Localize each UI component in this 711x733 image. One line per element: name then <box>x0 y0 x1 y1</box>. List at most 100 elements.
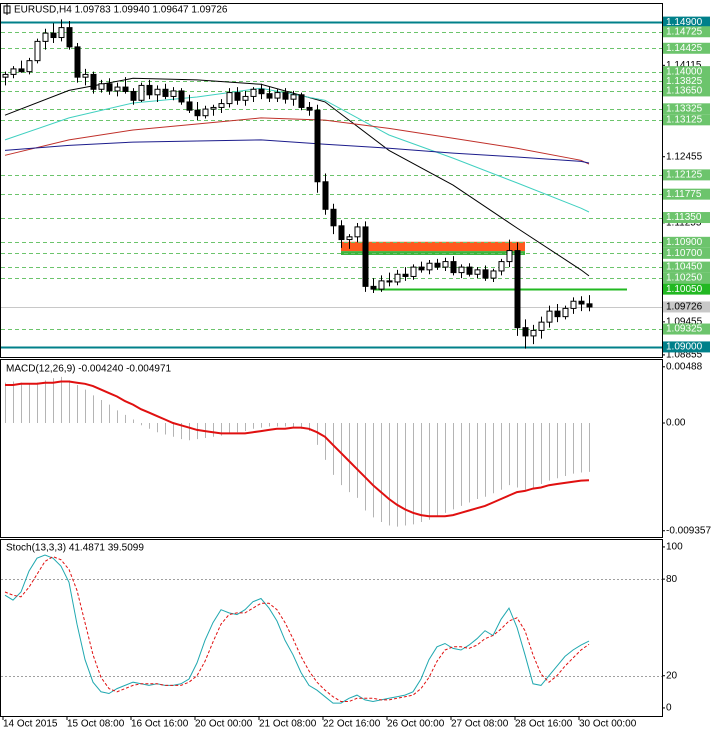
candle-body <box>538 321 545 331</box>
candle-body <box>450 261 457 274</box>
x-tick-label: 27 Oct 08:00 <box>451 719 509 730</box>
level-label: 1.09325 <box>666 324 703 335</box>
candle-body <box>354 226 361 238</box>
candle-body <box>474 269 481 275</box>
level-label-box <box>663 114 710 126</box>
x-tick-label: 30 Oct 00:00 <box>579 719 637 730</box>
candle-body <box>26 60 33 73</box>
candle-body <box>210 106 217 110</box>
candle-body <box>194 109 201 117</box>
level-label-box <box>663 85 710 97</box>
candle-body <box>218 103 225 108</box>
level-label: 1.10050 <box>666 284 703 295</box>
candle-body <box>242 95 249 101</box>
y-tick-label: 1.09455 <box>666 317 703 328</box>
candle-body <box>546 310 553 323</box>
y-tick-label: 0.00 <box>666 418 686 429</box>
level-label: 1.13825 <box>666 76 703 87</box>
level-label-box <box>663 26 710 38</box>
candle-body <box>586 303 593 308</box>
candle-body <box>50 32 57 39</box>
candle-body <box>330 208 337 227</box>
candle-body <box>274 92 281 99</box>
candle-body <box>514 250 521 329</box>
candle-body <box>290 94 297 100</box>
level-label-box <box>663 236 710 248</box>
candle-body <box>522 327 529 337</box>
x-tick-label: 16 Oct 16:00 <box>131 719 189 730</box>
candle-body <box>466 266 473 275</box>
candle-body <box>98 83 105 90</box>
plot-area <box>1 19 662 349</box>
candle-body <box>490 270 497 279</box>
x-tick-label: 15 Oct 08:00 <box>67 719 125 730</box>
moving-average <box>4 77 590 277</box>
level-label: 1.11350 <box>666 212 702 223</box>
macd-panel-frame <box>0 359 663 538</box>
candle-body <box>186 101 193 111</box>
moving-average <box>4 139 590 164</box>
level-label-box <box>663 301 710 313</box>
candle-body <box>458 266 465 274</box>
candle-body <box>234 92 241 101</box>
candle-body <box>10 68 17 75</box>
candle-body <box>498 261 505 272</box>
level-label: 1.09726 <box>666 302 703 313</box>
candle-body <box>2 73 9 78</box>
candle-body <box>554 310 561 318</box>
candle-body <box>386 280 393 283</box>
candle-body <box>170 90 177 97</box>
candle-body <box>394 273 401 283</box>
candle-body <box>362 226 369 287</box>
candle-body <box>130 90 137 101</box>
candle-body <box>42 32 49 42</box>
y-tick-label: 1.12455 <box>666 151 703 162</box>
macd-title: MACD(12,26,9) -0.004240 -0.004971 <box>6 364 172 375</box>
level-label: 1.10700 <box>666 248 703 259</box>
y-tick-label: 0 <box>666 703 672 714</box>
candle-body <box>178 90 185 103</box>
stoch-main <box>4 554 590 704</box>
candle-body <box>426 262 433 271</box>
candle-body <box>338 225 345 241</box>
x-tick-label: 20 Oct 00:00 <box>195 719 253 730</box>
candle-body <box>506 250 513 263</box>
candle-body <box>122 86 129 92</box>
level-label-box <box>663 323 710 335</box>
level-label-box <box>663 66 710 78</box>
level-label: 1.14900 <box>666 17 703 28</box>
level-label: 1.09000 <box>666 342 703 353</box>
candle-body <box>162 88 169 97</box>
candle-body <box>226 92 233 105</box>
x-tick-label: 14 Oct 2015 <box>3 719 58 730</box>
candle-body <box>322 181 329 210</box>
moving-average <box>4 117 590 165</box>
chart-title: EURUSD,H4 1.09783 1.09940 1.09647 1.0972… <box>14 5 228 16</box>
y-tick-label: 0.00488 <box>666 361 703 372</box>
level-label-box <box>663 75 710 87</box>
level-label-box <box>663 272 710 284</box>
symbol-icon <box>3 4 11 15</box>
candle-body <box>306 106 313 111</box>
zone <box>341 251 525 255</box>
candle-body <box>202 108 209 117</box>
candle-body <box>314 109 321 183</box>
candle-body <box>18 68 25 73</box>
level-label: 1.14725 <box>666 26 703 37</box>
candle-body <box>530 329 537 337</box>
level-label-box <box>663 261 710 273</box>
candle-body <box>378 280 385 290</box>
stoch-signal <box>4 556 590 702</box>
level-label: 1.11775 <box>666 189 702 200</box>
level-label-box <box>663 283 710 295</box>
candle-body <box>562 307 569 318</box>
candle-body <box>578 300 585 305</box>
level-label-box <box>663 103 710 115</box>
candle-body <box>402 273 409 277</box>
candle-body <box>434 262 441 268</box>
y-tick-label: 1.08855 <box>666 350 703 361</box>
candle-body <box>410 266 417 277</box>
candle-body <box>34 40 41 62</box>
level-label: 1.13650 <box>666 86 703 97</box>
